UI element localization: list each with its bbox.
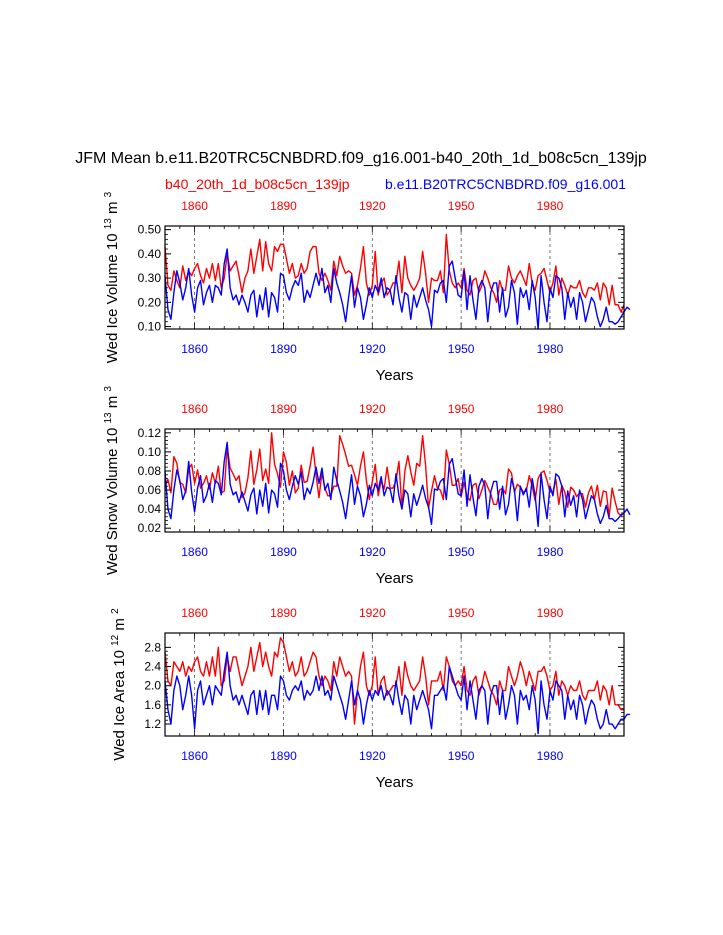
panel-3: 1.2 1.6 2.0 2.4 2.8 1860 1890 1920 1950 1980 1860 1… — [110, 606, 630, 791]
y-tick-label: 0.30 — [138, 271, 162, 285]
red-series-line — [164, 233, 625, 313]
y-tick-label: 2.0 — [144, 679, 161, 693]
top-tick-label: 1860 — [181, 606, 208, 620]
bottom-tick-label: 1890 — [270, 749, 297, 763]
bottom-tick-label: 1860 — [181, 749, 208, 763]
y-tick-label: 0.08 — [138, 464, 162, 478]
plot-frame — [164, 225, 625, 330]
y-tick-label: 0.10 — [138, 445, 162, 459]
top-tick-label: 1980 — [537, 402, 564, 416]
y-tick-label: 0.10 — [138, 320, 162, 334]
plot-frame — [164, 428, 625, 533]
top-tick-label: 1950 — [448, 606, 475, 620]
plot-frame — [164, 632, 625, 737]
y-tick-label: 0.50 — [138, 223, 162, 237]
legend-red-label: b40_20th_1d_b08c5cn_139jp — [165, 176, 350, 192]
bottom-tick-label: 1920 — [359, 749, 386, 763]
top-tick-label: 1950 — [448, 402, 475, 416]
top-tick-label: 1890 — [270, 199, 297, 213]
bottom-tick-label: 1860 — [181, 545, 208, 559]
blue-series-line — [164, 651, 630, 735]
top-tick-label: 1980 — [537, 606, 564, 620]
y-axis-title: Wed Ice Volume 10 13 m 3 — [103, 191, 121, 363]
bottom-tick-label: 1890 — [270, 342, 297, 356]
y-tick-label: 0.04 — [138, 502, 162, 516]
bottom-tick-label: 1920 — [359, 342, 386, 356]
top-tick-label: 1920 — [359, 606, 386, 620]
panel-2: 0.02 0.04 0.06 0.08 0.10 0.12 1860 1890 1920 1950… — [103, 386, 631, 587]
y-tick-label: 0.12 — [138, 426, 162, 440]
bottom-tick-label: 1890 — [270, 545, 297, 559]
bottom-tick-label: 1920 — [359, 545, 386, 559]
y-tick-label: 2.4 — [144, 660, 161, 674]
red-series-line — [164, 637, 624, 725]
blue-series-line — [164, 441, 631, 527]
x-axis-title: Years — [376, 570, 414, 587]
bottom-tick-label: 1860 — [181, 342, 208, 356]
y-tick-label: 0.06 — [138, 483, 162, 497]
top-tick-label: 1860 — [181, 199, 208, 213]
x-axis-title: Years — [376, 774, 414, 791]
main-title: JFM Mean b.e11.B20TRC5CNBDRD.f09_g16.001… — [75, 150, 647, 167]
blue-series-line — [164, 248, 631, 330]
x-axis-title: Years — [376, 367, 414, 384]
y-tick-label: 0.02 — [138, 521, 162, 535]
top-tick-label: 1920 — [359, 402, 386, 416]
y-tick-label: 1.6 — [144, 698, 161, 712]
y-tick-label: 2.8 — [144, 640, 161, 654]
top-tick-label: 1890 — [270, 606, 297, 620]
top-tick-label: 1860 — [181, 402, 208, 416]
bottom-tick-label: 1950 — [448, 545, 475, 559]
y-tick-label: 1.2 — [144, 717, 161, 731]
top-tick-label: 1950 — [448, 199, 475, 213]
y-tick-label: 0.20 — [138, 295, 162, 309]
bottom-tick-label: 1980 — [537, 545, 564, 559]
y-tick-label: 0.40 — [138, 247, 162, 261]
y-axis-title: Wed Ice Area 10 12 m 2 — [110, 608, 128, 761]
top-tick-label: 1920 — [359, 199, 386, 213]
panel-1: 0.10 0.20 0.30 0.40 0.50 1860 1890 1920 1950 1980… — [103, 191, 631, 384]
y-axis-title: Wed Snow Volume 10 13 m 3 — [103, 386, 121, 575]
top-tick-label: 1980 — [537, 199, 564, 213]
legend-blue-label: b.e11.B20TRC5CNBDRD.f09_g16.001 — [385, 176, 626, 192]
bottom-tick-label: 1950 — [448, 749, 475, 763]
bottom-tick-label: 1980 — [537, 749, 564, 763]
bottom-tick-label: 1980 — [537, 342, 564, 356]
bottom-tick-label: 1950 — [448, 342, 475, 356]
top-tick-label: 1890 — [270, 402, 297, 416]
